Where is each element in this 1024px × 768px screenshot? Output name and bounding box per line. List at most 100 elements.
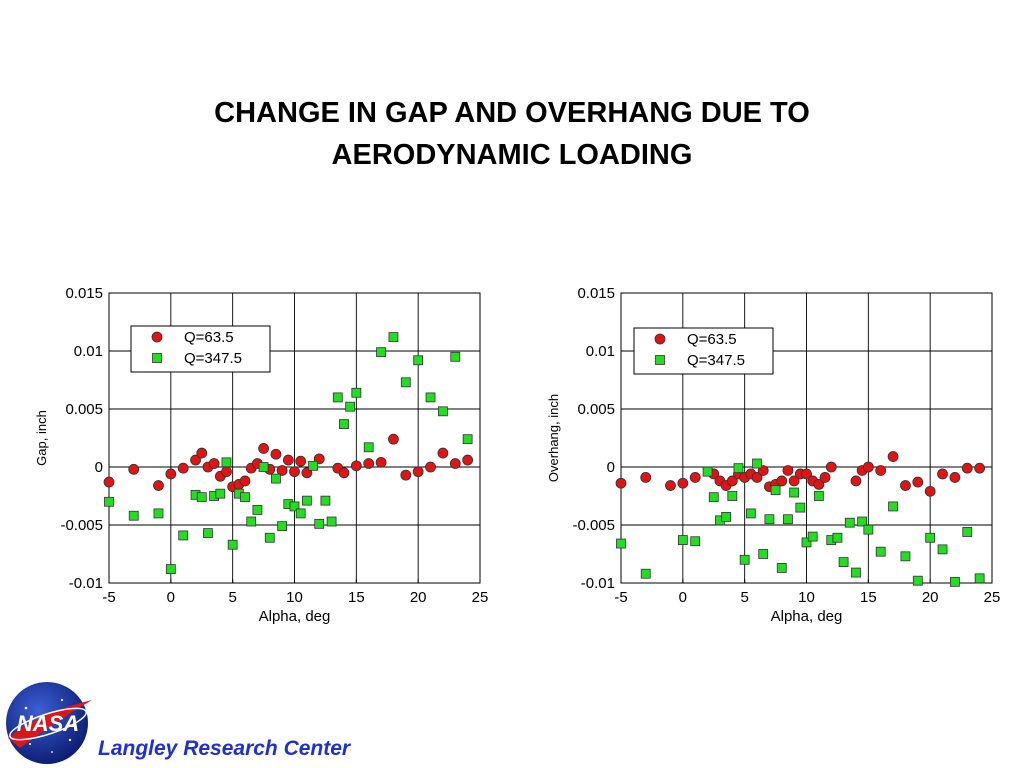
y-tick-label: -0.01: [581, 575, 615, 592]
data-point: [412, 466, 424, 478]
data-point: [758, 549, 769, 559]
data-point: [104, 496, 114, 507]
data-point: [449, 458, 461, 469]
legend-label: Q=63.5: [184, 329, 234, 346]
data-point: [375, 456, 387, 468]
data-point: [900, 480, 911, 491]
x-tick-label: 10: [798, 589, 815, 606]
title-line-2: AERODYNAMIC LOADING: [331, 139, 693, 171]
data-point: [153, 508, 164, 519]
data-point: [844, 517, 855, 528]
data-point: [252, 505, 263, 515]
data-point: [924, 485, 936, 497]
x-tick-label: 10: [286, 589, 303, 606]
slide-title: CHANGE IN GAP AND OVERHANG DUE TO AERODY…: [0, 92, 1024, 176]
data-point: [301, 495, 312, 506]
data-point: [196, 447, 208, 459]
data-point: [277, 521, 288, 532]
data-point: [246, 516, 257, 527]
data-point: [764, 514, 775, 525]
data-point: [227, 539, 238, 550]
data-point: [857, 516, 868, 527]
y-tick-label: -0.005: [60, 517, 103, 534]
data-point: [974, 462, 986, 474]
data-point: [215, 488, 226, 499]
data-point: [813, 478, 825, 490]
data-point: [196, 492, 207, 503]
data-point: [776, 475, 788, 487]
y-tick-label: -0.01: [69, 575, 103, 592]
data-point: [962, 527, 973, 537]
data-point: [450, 351, 461, 362]
data-point: [727, 491, 738, 501]
data-point: [282, 454, 294, 466]
data-point: [819, 472, 831, 483]
series-2: [104, 332, 473, 574]
data-point: [851, 567, 861, 578]
y-tick-label: 0: [95, 459, 103, 476]
data-point: [875, 546, 886, 557]
data-point: [221, 457, 232, 468]
data-point: [388, 433, 399, 445]
data-point: [314, 518, 325, 529]
y-tick-label: 0.005: [577, 401, 615, 418]
data-point: [615, 477, 627, 489]
data-point: [640, 568, 651, 579]
data-point: [289, 501, 300, 512]
data-point: [258, 462, 269, 472]
data-point: [437, 406, 448, 417]
data-point: [721, 511, 732, 522]
data-point: [339, 419, 349, 429]
x-tick-label: 20: [410, 589, 427, 606]
data-point: [308, 460, 318, 471]
data-point: [795, 502, 806, 513]
data-point: [153, 480, 164, 491]
y-tick-label: 0.015: [577, 285, 615, 302]
x-tick-label: 0: [167, 589, 175, 606]
data-point: [326, 516, 337, 527]
y-tick-label: 0.015: [65, 285, 103, 302]
data-point: [413, 355, 424, 366]
data-point: [782, 465, 794, 476]
legend-label: Q=347.5: [184, 350, 242, 367]
x-tick-label: -5: [614, 589, 627, 606]
data-point: [801, 468, 812, 480]
y-tick-label: 0.01: [586, 343, 615, 360]
data-point: [937, 468, 948, 480]
y-axis-label: Overhang, inch: [546, 394, 561, 482]
x-tick-label: 0: [679, 589, 687, 606]
data-point: [128, 463, 140, 475]
data-point: [128, 510, 139, 521]
y-tick-label: 0: [607, 459, 615, 476]
data-point: [783, 514, 793, 525]
series-1: [103, 433, 474, 493]
data-point: [689, 472, 701, 483]
data-point: [276, 465, 288, 476]
x-axis-label: Alpha, deg: [771, 608, 843, 625]
data-point: [103, 476, 115, 488]
data-point: [677, 535, 688, 545]
legend: Q=63.5 Q=347.5: [130, 325, 271, 373]
data-point: [332, 392, 343, 403]
data-point: [221, 466, 232, 478]
langley-label: Langley Research Center: [98, 737, 351, 760]
gap-chart: Gap, inch -5 0 5 10 15 20 25 0.015 0.01 0.005 0 -0.0…: [34, 285, 488, 625]
data-point: [363, 458, 375, 469]
data-point: [900, 551, 911, 562]
nasa-logo: NASA: [6, 682, 92, 764]
data-point: [295, 455, 307, 467]
data-point: [801, 537, 812, 548]
data-point: [677, 477, 689, 489]
x-tick-label: 15: [860, 589, 877, 606]
data-point: [751, 472, 763, 483]
data-point: [190, 454, 201, 466]
data-point: [733, 463, 744, 474]
legend-marker: [152, 353, 162, 363]
data-point: [949, 576, 960, 587]
data-point: [363, 442, 374, 453]
data-point: [862, 461, 874, 473]
data-point: [350, 460, 362, 472]
data-point: [240, 492, 250, 503]
data-point: [702, 466, 713, 477]
data-point: [949, 472, 961, 483]
